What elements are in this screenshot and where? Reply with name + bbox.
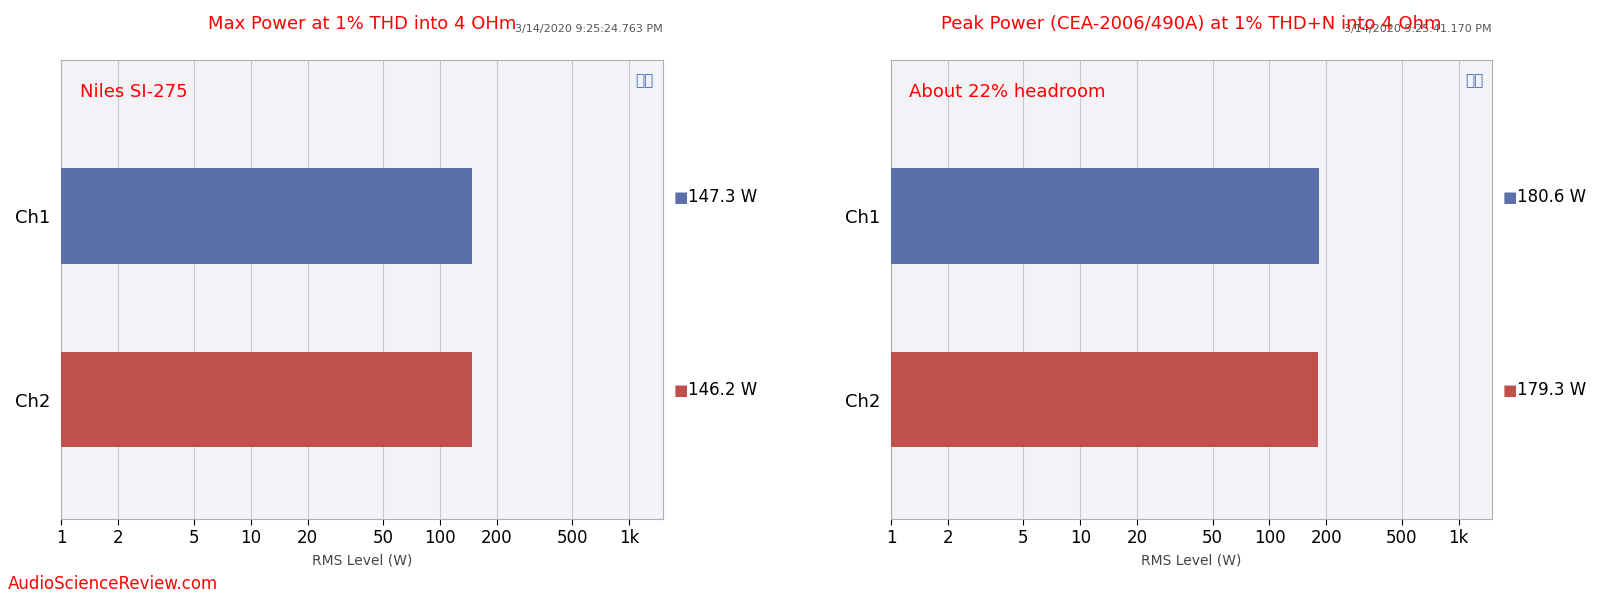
Text: ■: ■: [674, 383, 688, 398]
Text: 146.2 W: 146.2 W: [688, 382, 757, 400]
Bar: [891, 352, 1318, 448]
Text: 179.3 W: 179.3 W: [1517, 382, 1587, 400]
Title: Max Power at 1% THD into 4 OHm: Max Power at 1% THD into 4 OHm: [208, 15, 517, 33]
Bar: [61, 352, 472, 448]
Text: ⒶⓉ: ⒶⓉ: [635, 73, 653, 88]
Bar: [891, 168, 1318, 263]
Text: 3/14/2020 9:25:41.170 PM: 3/14/2020 9:25:41.170 PM: [1344, 24, 1493, 34]
Text: 3/14/2020 9:25:24.763 PM: 3/14/2020 9:25:24.763 PM: [515, 24, 662, 34]
X-axis label: RMS Level (W): RMS Level (W): [1141, 553, 1242, 567]
Text: 180.6 W: 180.6 W: [1517, 188, 1587, 206]
Text: About 22% headroom: About 22% headroom: [909, 83, 1106, 101]
Text: Niles SI-275: Niles SI-275: [80, 83, 187, 101]
Bar: [61, 168, 472, 263]
Text: ■: ■: [1502, 383, 1517, 398]
X-axis label: RMS Level (W): RMS Level (W): [312, 553, 413, 567]
Text: 147.3 W: 147.3 W: [688, 188, 757, 206]
Text: ■: ■: [1502, 190, 1517, 205]
Text: ⒶⓉ: ⒶⓉ: [1466, 73, 1483, 88]
Text: AudioScienceReview.com: AudioScienceReview.com: [8, 575, 218, 593]
Text: ■: ■: [674, 190, 688, 205]
Title: Peak Power (CEA-2006/490A) at 1% THD+N into 4 Ohm: Peak Power (CEA-2006/490A) at 1% THD+N i…: [941, 15, 1442, 33]
